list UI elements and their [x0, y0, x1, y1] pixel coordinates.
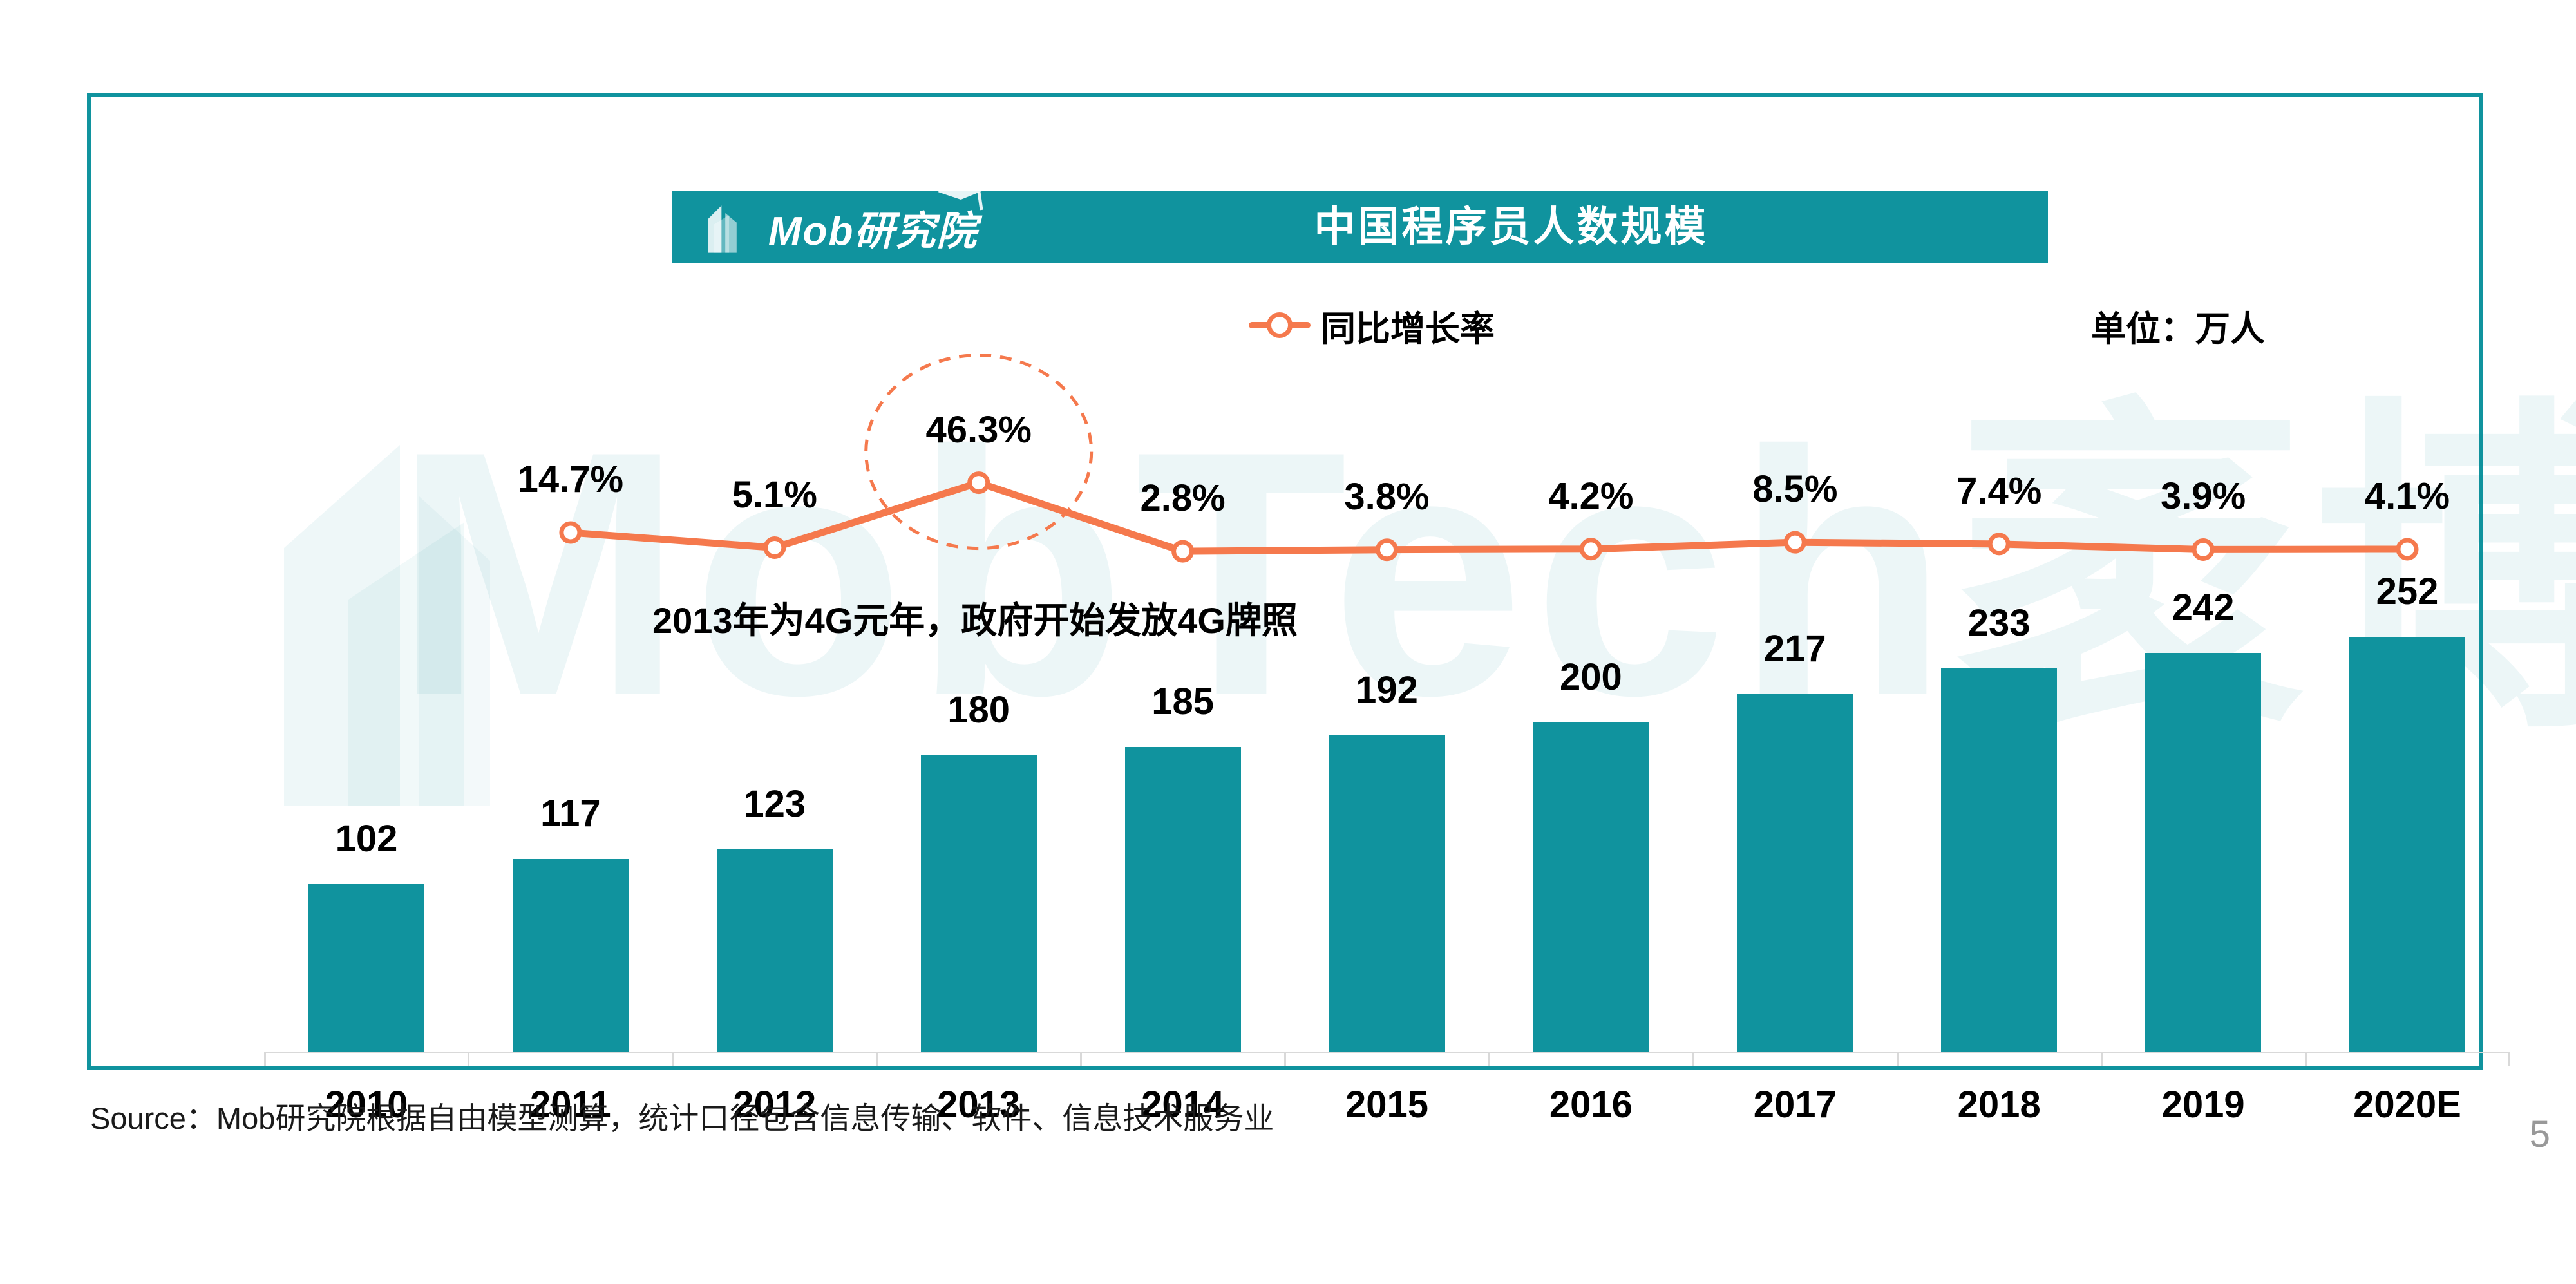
bar-2015	[1329, 735, 1445, 1052]
year-label-2018: 2018	[1957, 1084, 2041, 1126]
header-banner: Mob研究院 中国程序员人数规模	[672, 179, 2048, 263]
rate-label-2011: 14.7%	[517, 458, 624, 500]
bar-value-2011: 117	[540, 793, 601, 835]
page-number: 5	[2529, 1113, 2550, 1155]
graduation-cap-icon	[938, 179, 987, 211]
year-label-2014: 2014	[1141, 1084, 1225, 1126]
rate-label-2016: 4.2%	[1548, 475, 1634, 517]
bar-value-2017: 217	[1763, 628, 1826, 670]
bar-value-2015: 192	[1356, 669, 1418, 711]
growth-line-chart	[559, 354, 2419, 563]
x-axis-tick	[876, 1052, 878, 1066]
x-axis-tick	[672, 1052, 674, 1066]
year-label-2011: 2011	[529, 1084, 611, 1126]
rate-label-2019: 3.9%	[2160, 475, 2246, 518]
growth-point-marker	[1783, 531, 1806, 554]
bar-2011	[512, 859, 629, 1052]
highlight-ellipse	[864, 354, 1094, 551]
x-axis-tick	[2100, 1052, 2103, 1066]
year-label-2012: 2012	[733, 1084, 817, 1126]
x-axis-tick	[468, 1052, 470, 1066]
bar-2013	[920, 755, 1037, 1052]
x-axis-tick	[1896, 1052, 1899, 1066]
growth-point-marker	[1171, 540, 1195, 563]
x-axis-tick	[2304, 1052, 2307, 1066]
bar-2018	[1941, 668, 2058, 1052]
growth-point-marker	[559, 521, 582, 544]
bar-2019	[2145, 653, 2262, 1052]
mob-logo-text: Mob研究院	[768, 209, 978, 254]
mob-logo: Mob研究院	[703, 179, 987, 263]
slide-page: MobTech袤博 Mob研究院 中国程序员人数规模	[87, 93, 2576, 1155]
chart-card: MobTech袤博 Mob研究院 中国程序员人数规模	[87, 93, 2576, 1126]
line-series-dot-icon	[1267, 312, 1293, 338]
bar-2020E	[2349, 637, 2465, 1052]
bar-2017	[1737, 694, 1853, 1052]
year-label-2016: 2016	[1549, 1084, 1633, 1126]
year-label-2017: 2017	[1753, 1084, 1837, 1126]
x-axis-tick	[1284, 1052, 1286, 1066]
year-label-2020E: 2020E	[2353, 1084, 2461, 1126]
year-label-2019: 2019	[2161, 1084, 2245, 1126]
rate-label-2020E: 4.1%	[2364, 475, 2450, 517]
bar-value-2016: 200	[1560, 656, 1622, 698]
x-axis-line	[264, 1052, 2510, 1053]
year-label-2013: 2013	[937, 1084, 1021, 1126]
bar-value-2012: 123	[743, 783, 806, 825]
x-axis-tick	[2508, 1052, 2511, 1066]
x-axis-tick	[1692, 1052, 1694, 1066]
growth-point-marker	[2192, 538, 2215, 561]
growth-point-marker	[967, 471, 990, 495]
legend: 同比增长率	[1249, 305, 1495, 348]
rate-label-2013: 46.3%	[925, 408, 1032, 451]
growth-point-marker	[1987, 533, 2011, 556]
line-series-marker-icon	[1249, 312, 1311, 338]
rate-label-2017: 8.5%	[1752, 468, 1838, 511]
year-label-2015: 2015	[1345, 1084, 1429, 1126]
x-axis-tick	[1488, 1052, 1490, 1066]
rate-label-2014: 2.8%	[1140, 477, 1226, 520]
source-note: Source：Mob研究院根据自由模型测算，统计口径包含信息传输、软件、信息技术…	[90, 1101, 1274, 1135]
bar-value-2018: 233	[1967, 602, 2031, 644]
bar-value-2010: 102	[335, 818, 398, 860]
rate-label-2018: 7.4%	[1956, 469, 2042, 512]
growth-point-marker	[1376, 538, 1398, 562]
year-label-2010: 2010	[325, 1084, 408, 1126]
bar-2014	[1124, 747, 1241, 1052]
growth-point-marker	[763, 536, 786, 560]
unit-label: 单位：万人	[2091, 310, 2265, 348]
legend-label: 同比增长率	[1321, 309, 1495, 348]
bar-value-2013: 180	[947, 689, 1010, 731]
rate-label-2015: 3.8%	[1344, 475, 1430, 518]
x-axis-tick	[263, 1052, 266, 1066]
chart-title: 中国程序员人数规模	[1314, 203, 1709, 250]
bar-2010	[308, 884, 424, 1052]
watermark-logo-icon	[284, 445, 490, 806]
growth-point-marker	[1579, 538, 1602, 561]
bar-value-2020E: 252	[2376, 571, 2439, 612]
x-axis-tick	[1080, 1052, 1083, 1066]
growth-point-marker	[2396, 538, 2419, 561]
chart-area: 102 2010 117 2011 123 2012 180 2013 185 2014 192 20…	[91, 97, 2511, 1126]
bar-2016	[1533, 722, 1649, 1052]
bar-value-2019: 242	[2172, 587, 2235, 628]
mob-logo-building-icon	[708, 205, 737, 253]
bar-2012	[716, 849, 833, 1052]
annotation-4g: 2013年为4G元年，政府开始发放4G牌照	[652, 600, 1298, 641]
rate-label-2012: 5.1%	[732, 473, 817, 516]
bar-value-2014: 185	[1151, 681, 1214, 722]
growth-line	[570, 479, 2408, 555]
